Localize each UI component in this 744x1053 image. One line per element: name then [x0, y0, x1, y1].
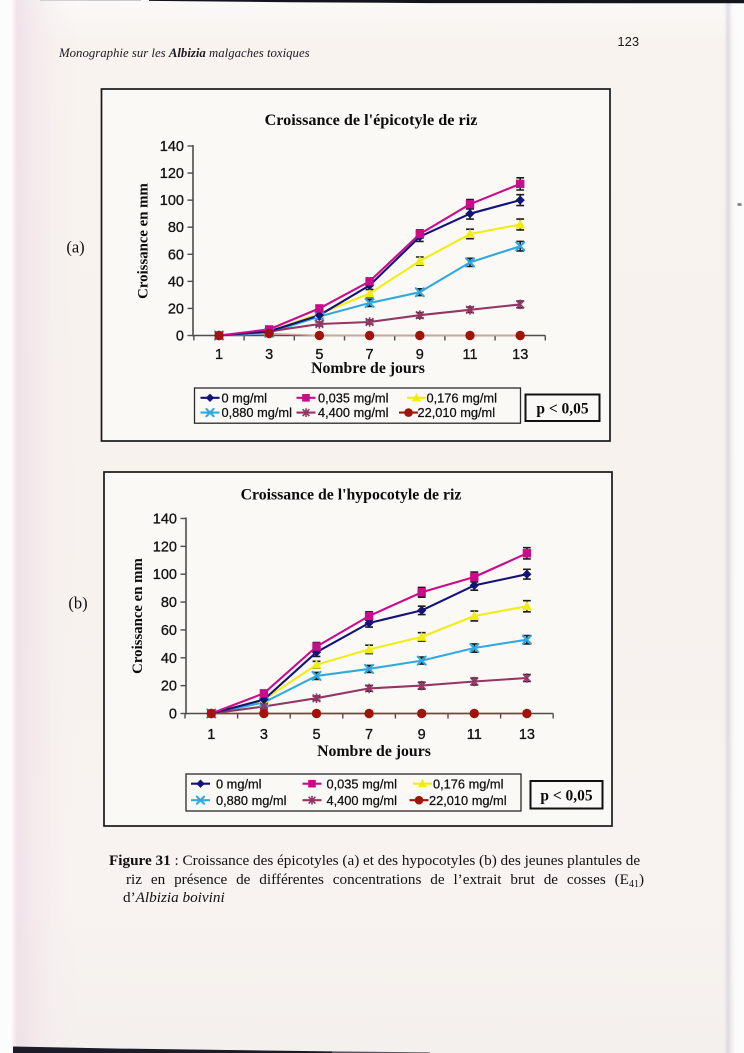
svg-text:4,400 mg/ml: 4,400 mg/ml — [327, 793, 397, 808]
svg-text:7: 7 — [366, 347, 374, 363]
svg-text:p < 0,05: p < 0,05 — [536, 400, 589, 417]
svg-text:Croissance en mm: Croissance en mm — [130, 558, 146, 674]
svg-text:13: 13 — [512, 347, 528, 363]
svg-text:80: 80 — [161, 595, 177, 611]
svg-text:0,035 mg/ml: 0,035 mg/ml — [327, 776, 397, 791]
svg-text:13: 13 — [519, 727, 535, 743]
svg-text:0,176 mg/ml: 0,176 mg/ml — [427, 390, 497, 405]
svg-text:100: 100 — [153, 567, 177, 583]
svg-text:20: 20 — [168, 301, 184, 317]
svg-text:120: 120 — [153, 539, 177, 555]
svg-text:140: 140 — [160, 139, 184, 155]
svg-text:40: 40 — [168, 274, 184, 290]
svg-text:20: 20 — [161, 679, 177, 695]
svg-text:0,035 mg/ml: 0,035 mg/ml — [318, 390, 388, 405]
svg-text:3: 3 — [265, 347, 273, 363]
svg-text:5: 5 — [312, 727, 320, 743]
svg-text:100: 100 — [160, 193, 184, 209]
svg-text:22,010 mg/ml: 22,010 mg/ml — [418, 405, 496, 420]
svg-text:140: 140 — [153, 511, 177, 527]
svg-text:120: 120 — [160, 166, 184, 182]
svg-text:7: 7 — [365, 727, 373, 743]
svg-text:Croissance de l'épicotyle de r: Croissance de l'épicotyle de riz — [265, 111, 478, 129]
svg-text:Nombre de jours: Nombre de jours — [311, 360, 425, 377]
svg-text:80: 80 — [168, 220, 184, 236]
svg-text:0,176 mg/ml: 0,176 mg/ml — [433, 776, 503, 791]
svg-text:4,400 mg/ml: 4,400 mg/ml — [318, 405, 388, 420]
svg-text:0 mg/ml: 0 mg/ml — [222, 390, 268, 405]
svg-text:(b): (b) — [68, 594, 87, 613]
svg-text:9: 9 — [418, 727, 426, 743]
svg-text:0,880 mg/ml: 0,880 mg/ml — [216, 793, 286, 808]
svg-text:0: 0 — [169, 707, 177, 723]
svg-text:0,880 mg/ml: 0,880 mg/ml — [222, 405, 292, 420]
svg-text:0 mg/ml: 0 mg/ml — [216, 776, 262, 791]
svg-text:11: 11 — [462, 347, 477, 363]
svg-text:p < 0,05: p < 0,05 — [540, 787, 593, 804]
svg-text:1: 1 — [207, 727, 215, 743]
svg-text:11: 11 — [467, 727, 482, 743]
svg-text:Croissance de l'hypocotyle de: Croissance de l'hypocotyle de riz — [241, 487, 462, 504]
svg-text:3: 3 — [260, 727, 268, 743]
svg-text:0: 0 — [176, 329, 184, 345]
svg-text:5: 5 — [315, 347, 323, 363]
svg-text:Croissance en mm: Croissance en mm — [136, 183, 152, 299]
svg-text:60: 60 — [161, 623, 177, 639]
svg-text:(a): (a) — [66, 238, 84, 257]
svg-text:9: 9 — [416, 347, 424, 363]
svg-text:22,010 mg/ml: 22,010 mg/ml — [429, 793, 507, 808]
svg-text:1: 1 — [215, 347, 223, 363]
svg-text:40: 40 — [161, 651, 177, 667]
svg-text:Nombre de jours: Nombre de jours — [317, 743, 431, 760]
svg-text:60: 60 — [168, 247, 184, 263]
